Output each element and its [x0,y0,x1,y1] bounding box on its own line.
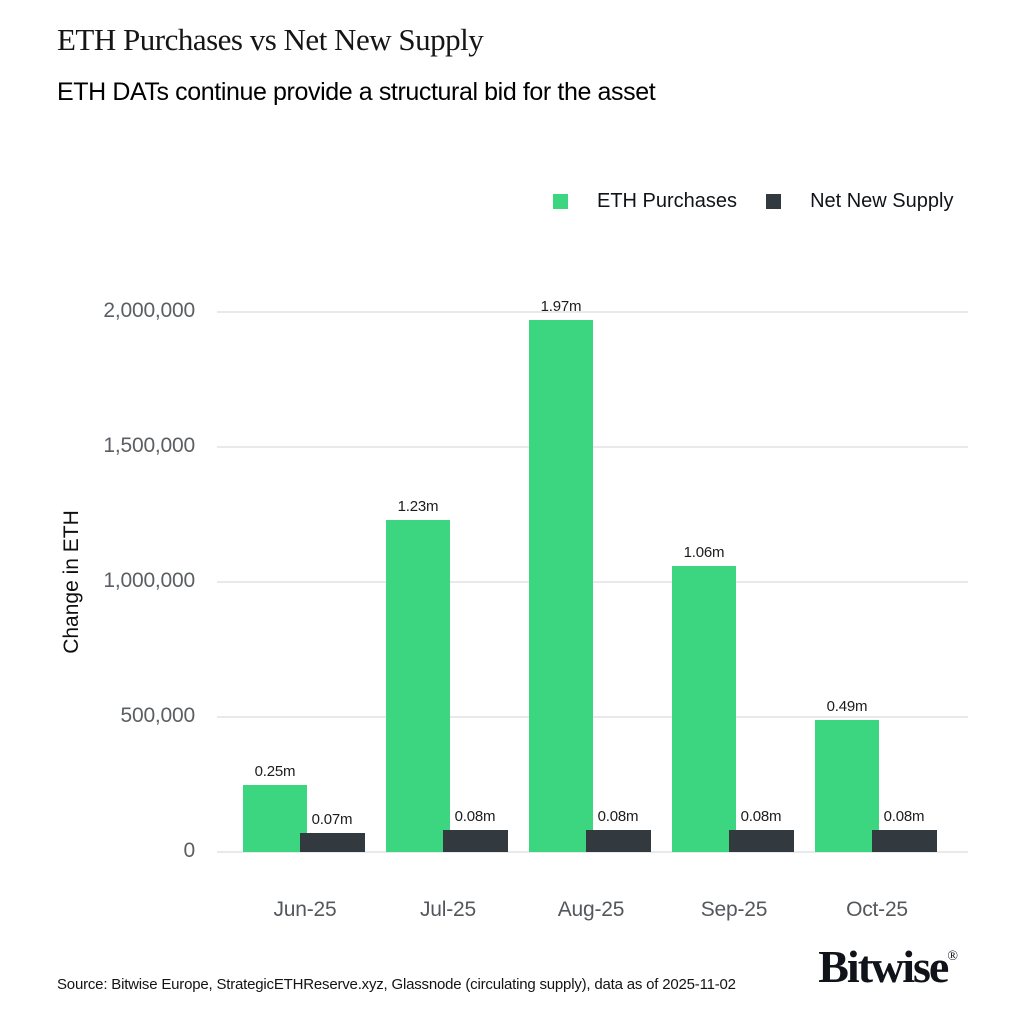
bar-value-label: 0.08m [454,808,496,826]
bar-net-new-supply [300,833,365,852]
y-tick-label: 1,000,000 [103,569,195,592]
bar-value-label: 0.07m [311,811,353,829]
bar-value-label: 0.49m [826,697,868,715]
bar-group: 0.25m 0.07m [240,312,370,852]
bar-net-new-supply [729,830,794,852]
bar-value-label: 0.08m [597,808,639,826]
x-tick-label: Aug-25 [557,898,625,921]
legend-label: ETH Purchases [597,190,738,212]
bar-eth-purchases [815,719,879,852]
bar-eth-purchases [529,320,593,852]
chart-subtitle: ETH DATs continue provide a structural b… [57,78,656,106]
legend-swatch-icon [553,194,568,209]
bitwise-logo: Bitwise® [818,940,958,993]
x-tick-label: Oct-25 [846,898,908,921]
bar-value-label: 0.25m [254,762,296,780]
legend: ETH Purchases Net New Supply [553,190,982,213]
y-tick-label: 1,500,000 [103,434,195,457]
bar-group: 1.97m 0.08m [526,298,656,852]
x-tick-label: Jun-25 [273,898,337,921]
x-tick-label: Sep-25 [700,898,768,921]
legend-swatch-icon [766,194,782,209]
registered-trademark-icon: ® [947,949,958,964]
bar-eth-purchases [243,784,307,852]
bar-value-label: 0.08m [740,808,782,826]
y-tick-label: 0 [183,839,196,862]
bar-net-new-supply [586,830,651,852]
chart-title: ETH Purchases vs Net New Supply [57,22,484,57]
gridline [217,851,968,853]
logo-wordmark: Bitwise [818,941,949,992]
bar-eth-purchases [386,519,450,852]
legend-item: Net New Supply [766,190,953,213]
bar-value-label: 0.08m [883,808,925,826]
bar-group: 1.23m 0.08m [383,312,513,852]
gridline [217,311,968,313]
bar-net-new-supply [443,830,508,852]
plot-area: 0.25m 0.07m 1.23m 0.08m 1.97m 0.08m 1.06m 0.08m… [217,298,968,853]
legend-label: Net New Supply [810,190,954,212]
bar-value-label: 1.06m [683,543,725,561]
bar-group: 0.49m 0.08m [812,312,942,852]
source-note: Source: Bitwise Europe, StrategicETHRese… [57,976,736,993]
bar-value-label: 1.23m [397,497,439,515]
x-tick-label: Jul-25 [420,898,476,921]
bar-eth-purchases [672,565,736,852]
bar-value-label: 1.97m [540,298,582,316]
bar-group: 1.06m 0.08m [669,312,799,852]
legend-item: ETH Purchases [553,190,737,213]
y-tick-label: 500,000 [120,704,195,727]
bar-net-new-supply [872,830,937,852]
y-tick-label: 2,000,000 [103,299,195,322]
